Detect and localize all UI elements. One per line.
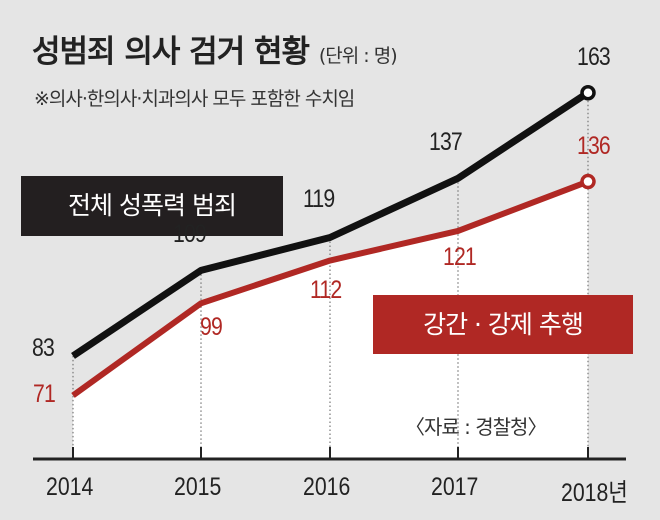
legend-rape: 강간 · 강제 추행 [373, 295, 633, 354]
area-fill [73, 181, 588, 459]
series-line-total [71, 89, 590, 359]
chart-note: ※의사·한의사·치과의사 모두 포함한 수치임 [34, 88, 355, 110]
data-point [580, 173, 596, 190]
chart-title: 성범죄 의사 검거 현황 (단위 : 명) [32, 34, 398, 70]
data-label: 119 [303, 185, 335, 214]
data-label: 121 [443, 242, 477, 271]
unit-label: (단위 : 명) [318, 45, 398, 67]
x-tick-label: 2015 [174, 473, 222, 501]
data-label: 163 [577, 42, 611, 71]
data-point [580, 84, 596, 101]
x-tick-label: 2017 [431, 473, 479, 501]
x-tick-label: 2018년 [561, 479, 628, 507]
legend-total: 전체 성폭력 범죄 [21, 176, 283, 236]
data-label: 136 [577, 131, 611, 160]
x-tick-label: 2016 [303, 473, 351, 501]
data-label: 99 [200, 313, 223, 342]
data-label: 109 [173, 220, 207, 249]
series-line-rape [71, 178, 590, 398]
data-label: 71 [33, 380, 56, 409]
x-tick-label: 2014 [46, 473, 94, 501]
data-label: 112 [310, 275, 342, 304]
data-label: 137 [429, 128, 463, 157]
source-note: 〈자료 : 경찰청〉 [405, 415, 547, 439]
data-label: 83 [32, 333, 55, 362]
